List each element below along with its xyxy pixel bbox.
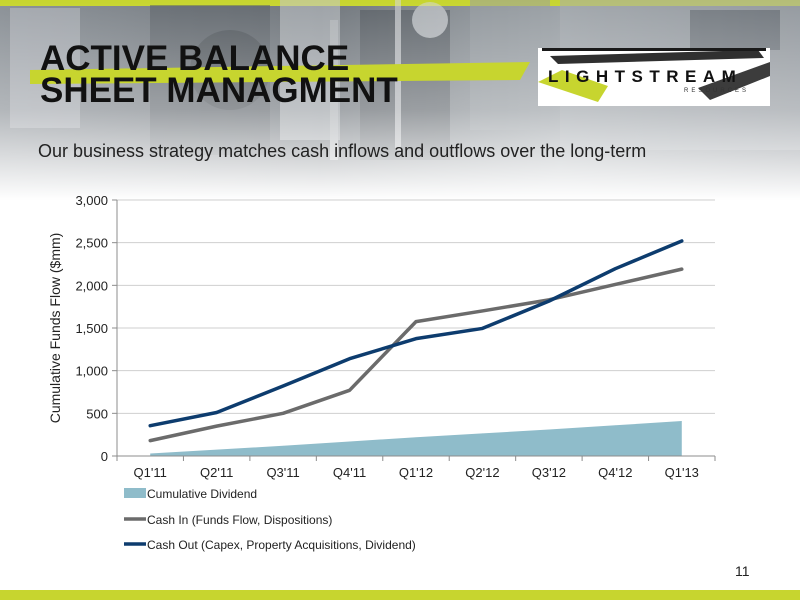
y-tick-label-2: 1,000 [75, 364, 108, 379]
y-tick-label-0: 0 [101, 449, 108, 464]
x-tick-label-0: Q1'11 [134, 465, 167, 480]
series-line-cash-in [148, 267, 684, 443]
legend-label-2: Cash Out (Capex, Property Acquisitions, … [147, 538, 416, 552]
logo-wordmark: LIGHTSTREAM [548, 67, 742, 86]
chart-line-layer [148, 239, 684, 443]
x-tick-label-6: Q3'12 [532, 465, 566, 480]
page-title: ACTIVE BALANCE SHEET MANAGMENT [40, 39, 398, 110]
chart-axes: 0 500 1,000 1,500 2,000 2,500 3,000 Q1'11 Q2'11 Q… [47, 193, 716, 480]
legend-swatch-0 [124, 488, 146, 498]
x-tick-label-4: Q1'12 [399, 465, 433, 480]
page-title-line-1: ACTIVE BALANCE [40, 39, 350, 78]
y-tick-label-1: 500 [86, 406, 108, 421]
x-tick-label-8: Q1'13 [665, 465, 699, 480]
page-subtitle: Our business strategy matches cash inflo… [38, 141, 647, 161]
x-tick-label-1: Q2'11 [200, 465, 233, 480]
header-banner-image [0, 0, 800, 200]
legend-label-0: Cumulative Dividend [147, 487, 257, 501]
x-tick-label-7: Q4'12 [598, 465, 632, 480]
lightstream-logo: LIGHTSTREAM RESOURCES [538, 48, 770, 106]
chart-area-layer [150, 420, 682, 456]
chart-gridlines [117, 199, 715, 457]
y-tick-label-3: 1,500 [75, 321, 108, 336]
funds-flow-chart: 0 500 1,000 1,500 2,000 2,500 3,000 Q1'11 Q2'11 Q… [47, 193, 716, 552]
x-tick-label-3: Q4'11 [333, 465, 366, 480]
y-tick-label-4: 2,000 [75, 278, 108, 293]
x-tick-label-2: Q3'11 [266, 465, 299, 480]
chart-legend: Cumulative Dividend Cash In (Funds Flow, … [124, 487, 416, 552]
bottom-accent-bar [0, 590, 800, 600]
page-number: 11 [735, 563, 750, 579]
legend-label-1: Cash In (Funds Flow, Dispositions) [147, 513, 332, 527]
y-tick-label-5: 2,500 [75, 236, 108, 251]
series-line-cash-out [148, 239, 684, 428]
y-tick-label-6: 3,000 [75, 193, 108, 208]
logo-subtext: RESOURCES [684, 88, 749, 94]
y-axis-title: Cumulative Funds Flow ($mm) [47, 233, 63, 424]
x-tick-label-5: Q2'12 [465, 465, 499, 480]
page-title-line-2: SHEET MANAGMENT [40, 71, 398, 110]
series-area-cumulative-dividend [150, 421, 682, 456]
